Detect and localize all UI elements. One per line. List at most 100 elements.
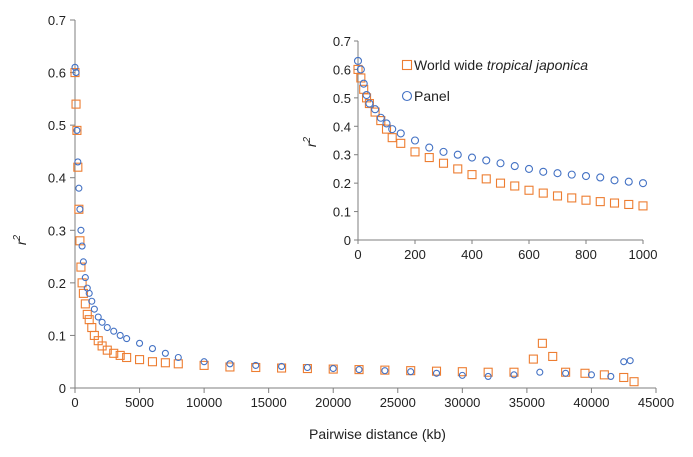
main-point: [135, 355, 145, 365]
main-point: [71, 99, 81, 109]
inset-point: [387, 133, 397, 143]
main-point: [77, 226, 85, 234]
inset-point: [510, 181, 520, 191]
main-plot: 00.10.20.30.40.50.60.70 5000 10000 15000 200…: [12, 13, 674, 442]
main-point: [329, 364, 337, 373]
main-x-tick-label: 0: [71, 395, 78, 410]
main-point: [110, 327, 118, 335]
inset-point: [610, 176, 619, 185]
inset-x-tick-label: 400: [461, 247, 483, 262]
inset-y-tick-label: 0: [344, 233, 351, 248]
main-series-japonica: [70, 68, 639, 387]
main-point: [81, 274, 89, 282]
main-y-tick-label: 0.5: [48, 118, 66, 133]
inset-point: [538, 188, 548, 198]
main-point: [278, 362, 286, 370]
main-point: [78, 242, 86, 250]
main-point: [483, 367, 493, 377]
main-point: [94, 313, 102, 321]
inset-point: [353, 56, 363, 65]
main-y-axis-label-r: r: [13, 239, 29, 245]
inset-y-axis-label: r2: [302, 136, 319, 147]
inset-point: [396, 138, 406, 148]
main-point: [75, 236, 85, 246]
main-point: [160, 358, 170, 368]
main-point: [74, 158, 82, 166]
main-point: [431, 366, 442, 376]
main-point: [122, 352, 132, 363]
inset-point: [567, 193, 577, 203]
inset-point: [553, 169, 562, 178]
inset-x-tick-label: 600: [518, 247, 540, 262]
main-point: [620, 358, 628, 366]
main-point: [252, 361, 260, 369]
main-x-tick-label: 5000: [125, 395, 154, 410]
inset-y-tick-label: 0.2: [333, 176, 351, 191]
legend-marker-panel: [401, 90, 413, 102]
main-point: [510, 371, 518, 379]
main-point: [148, 345, 157, 353]
inset-point: [362, 90, 371, 100]
main-point: [277, 363, 287, 373]
inset-point: [638, 179, 648, 188]
main-point: [599, 370, 609, 380]
main-point: [587, 371, 595, 379]
main-point: [80, 299, 90, 309]
main-point: [90, 305, 98, 313]
main-x-axis-label: Pairwise distance (kb): [309, 426, 446, 442]
inset-y-tick-label: 0.6: [333, 62, 351, 77]
main-point: [115, 350, 125, 360]
main-point: [85, 289, 93, 297]
main-point: [226, 360, 234, 368]
inset-point: [524, 164, 534, 173]
main-point: [354, 365, 364, 375]
inset-point: [581, 195, 591, 205]
main-point: [73, 162, 83, 172]
main-point: [79, 258, 87, 266]
legend-label-japonica: World wide tropical japonica: [414, 57, 588, 73]
main-point: [457, 367, 467, 377]
main-point: [528, 354, 538, 364]
main-point: [562, 369, 570, 377]
main-point: [87, 322, 97, 333]
inset-point: [567, 170, 576, 179]
inset-point: [453, 150, 462, 159]
main-point: [536, 368, 544, 376]
main-y-tick-label: 0.2: [48, 276, 66, 291]
main-point: [225, 362, 235, 372]
main-point: [548, 351, 558, 362]
main-point: [580, 368, 590, 378]
main-point: [432, 369, 441, 377]
main-point: [147, 357, 158, 367]
main-point: [629, 377, 639, 387]
legend-label-italic: tropical japonica: [487, 57, 588, 73]
main-x-tick-label: 40000: [573, 395, 609, 410]
inset-y-axis-label-r: r: [303, 141, 319, 147]
inset-point: [481, 174, 491, 184]
inset-point: [370, 107, 380, 117]
main-y-tick-label: 0.6: [48, 66, 66, 81]
inset-point: [524, 185, 534, 195]
inset-point: [438, 158, 449, 168]
legend-label-panel: Panel: [414, 88, 450, 104]
inset-y-tick-label: 0.5: [333, 91, 351, 106]
main-point: [78, 288, 88, 298]
inset-point: [453, 164, 463, 174]
main-point: [199, 360, 209, 370]
inset-point: [595, 197, 605, 207]
inset-point: [495, 178, 506, 188]
legend-label-plain: Panel: [414, 88, 450, 104]
main-point: [173, 359, 183, 369]
inset-series-japonica: [353, 64, 648, 211]
main-point: [72, 125, 82, 135]
main-point: [75, 184, 83, 192]
main-point: [98, 318, 106, 326]
main-point: [71, 63, 79, 71]
main-point: [76, 205, 84, 213]
main-point: [407, 368, 415, 376]
inset-point: [596, 173, 605, 182]
main-point: [619, 372, 629, 383]
inset-point: [624, 199, 634, 210]
main-point: [82, 309, 92, 319]
